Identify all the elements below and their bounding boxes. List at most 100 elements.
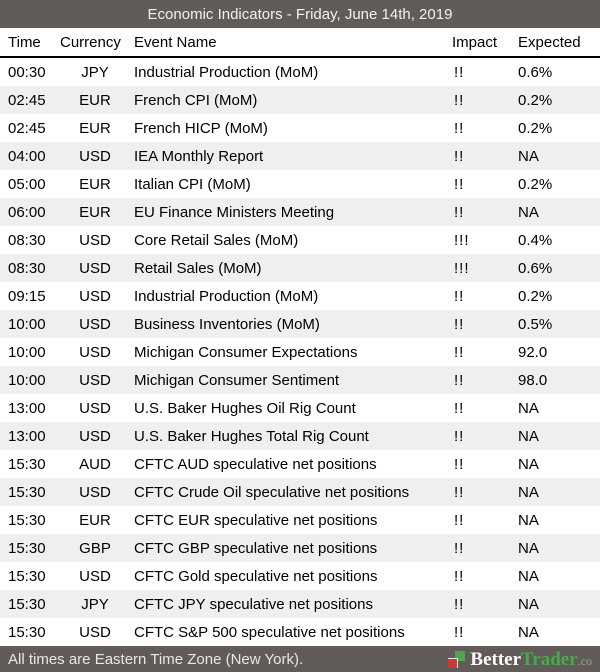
table-row: 08:30 USD Retail Sales (MoM)!!! 0.6% (0, 254, 600, 282)
cell-event: CFTC GBP speculative net positions (134, 539, 378, 557)
cell-time: 05:00 (8, 175, 46, 193)
cell-time: 08:30 (8, 259, 46, 277)
footer-bar: All times are Eastern Time Zone (New Yor… (0, 646, 600, 672)
cell-impact: !! (454, 371, 465, 389)
table-row: 15:30 GBP CFTC GBP speculative net positio… (0, 534, 600, 562)
table-row: 05:00 EUR Italian CPI (MoM)!! 0.2% (0, 170, 600, 198)
cell-expected: 98.0 (518, 371, 548, 389)
cell-currency: EUR (79, 175, 111, 193)
cell-expected: NA (518, 595, 539, 613)
table-row: 10:00 USD Business Inventories (MoM)!! 0.5% (0, 310, 600, 338)
table-row: 10:00 USD Michigan Consumer Expectations!!… (0, 338, 600, 366)
cell-currency: USD (79, 371, 111, 389)
column-header-event: Event Name (134, 33, 217, 51)
cell-currency: EUR (79, 203, 111, 221)
cell-expected: NA (518, 539, 539, 557)
table-body: 00:30 JPY Industrial Production (MoM)!! 0.6… (0, 58, 600, 646)
cell-currency: EUR (79, 91, 111, 109)
logo-red-square (448, 657, 459, 668)
cell-expected: 0.2% (518, 119, 553, 137)
cell-currency: USD (79, 483, 111, 501)
brand-logo: BetterTrader.co (448, 650, 592, 669)
cell-event: CFTC AUD speculative net positions (134, 455, 377, 473)
table-row: 08:30 USD Core Retail Sales (MoM)!!! 0.4% (0, 226, 600, 254)
table-row: 13:00 USD U.S. Baker Hughes Total Rig Coun… (0, 422, 600, 450)
cell-event: Industrial Production (MoM) (134, 63, 319, 81)
bettertrader-logo-icon (448, 650, 466, 668)
cell-time: 09:15 (8, 287, 46, 305)
table-row: 10:00 USD Michigan Consumer Sentiment!! 98.… (0, 366, 600, 394)
cell-expected: 0.2% (518, 175, 553, 193)
table-row: 06:00 EUR EU Finance Ministers Meeting!! NA (0, 198, 600, 226)
cell-event: Michigan Consumer Expectations (134, 343, 358, 361)
cell-expected: 92.0 (518, 343, 548, 361)
cell-currency: EUR (79, 119, 111, 137)
cell-expected: NA (518, 483, 539, 501)
cell-time: 08:30 (8, 231, 46, 249)
cell-time: 06:00 (8, 203, 46, 221)
cell-impact: !! (454, 63, 465, 81)
cell-event: French HICP (MoM) (134, 119, 268, 137)
cell-time: 13:00 (8, 427, 46, 445)
cell-impact: !!! (454, 259, 470, 277)
cell-impact: !! (454, 343, 465, 361)
table-row: 09:15 USD Industrial Production (MoM)!! 0.2… (0, 282, 600, 310)
cell-event: U.S. Baker Hughes Total Rig Count (134, 427, 369, 445)
cell-currency: USD (79, 315, 111, 333)
cell-event: CFTC JPY speculative net positions (134, 595, 373, 613)
column-header-time: Time (8, 33, 41, 51)
cell-impact: !! (454, 567, 465, 585)
column-header-currency: Currency (60, 33, 121, 51)
cell-event: IEA Monthly Report (134, 147, 264, 165)
cell-expected: NA (518, 203, 539, 221)
cell-time: 02:45 (8, 119, 46, 137)
cell-expected: NA (518, 623, 539, 641)
brand-name-better: Better (470, 648, 522, 670)
cell-expected: 0.5% (518, 315, 553, 333)
cell-time: 15:30 (8, 539, 46, 557)
cell-event: EU Finance Ministers Meeting (134, 203, 335, 221)
table-row: 15:30 USD CFTC Crude Oil speculative net p… (0, 478, 600, 506)
cell-time: 02:45 (8, 91, 46, 109)
cell-expected: 0.6% (518, 63, 553, 81)
cell-time: 13:00 (8, 399, 46, 417)
cell-impact: !! (454, 203, 465, 221)
cell-event: French CPI (MoM) (134, 91, 258, 109)
table-row: 15:30 AUD CFTC AUD speculative net positio… (0, 450, 600, 478)
cell-impact: !! (454, 427, 465, 445)
cell-expected: NA (518, 399, 539, 417)
cell-impact: !! (454, 455, 465, 473)
cell-event: Industrial Production (MoM) (134, 287, 319, 305)
table-row: 15:30 JPY CFTC JPY speculative net positio… (0, 590, 600, 618)
cell-impact: !! (454, 119, 465, 137)
cell-time: 15:30 (8, 511, 46, 529)
table-row: 02:45 EUR French HICP (MoM)!! 0.2% (0, 114, 600, 142)
table-row: 15:30 USD CFTC S&P 500 speculative net pos… (0, 618, 600, 646)
cell-currency: USD (79, 567, 111, 585)
cell-expected: 0.4% (518, 231, 553, 249)
cell-event: CFTC Gold speculative net positions (134, 567, 378, 585)
cell-event: Business Inventories (MoM) (134, 315, 320, 333)
logo-green-square (455, 650, 466, 661)
page-title: Economic Indicators - Friday, June 14th,… (147, 5, 453, 23)
cell-time: 10:00 (8, 343, 46, 361)
cell-currency: JPY (81, 63, 109, 81)
cell-event: Michigan Consumer Sentiment (134, 371, 340, 389)
table-row: 00:30 JPY Industrial Production (MoM)!! 0.6… (0, 58, 600, 86)
cell-expected: 0.2% (518, 287, 553, 305)
cell-time: 15:30 (8, 595, 46, 613)
table-row: 15:30 EUR CFTC EUR speculative net positio… (0, 506, 600, 534)
cell-event: CFTC S&P 500 speculative net positions (134, 623, 405, 641)
cell-impact: !! (454, 91, 465, 109)
table-row: 04:00 USD IEA Monthly Report!! NA (0, 142, 600, 170)
cell-time: 15:30 (8, 455, 46, 473)
cell-currency: USD (79, 147, 111, 165)
cell-time: 10:00 (8, 315, 46, 333)
cell-event: Core Retail Sales (MoM) (134, 231, 299, 249)
cell-currency: USD (79, 427, 111, 445)
cell-currency: JPY (81, 595, 109, 613)
cell-impact: !! (454, 399, 465, 417)
cell-currency: USD (79, 623, 111, 641)
cell-currency: USD (79, 231, 111, 249)
